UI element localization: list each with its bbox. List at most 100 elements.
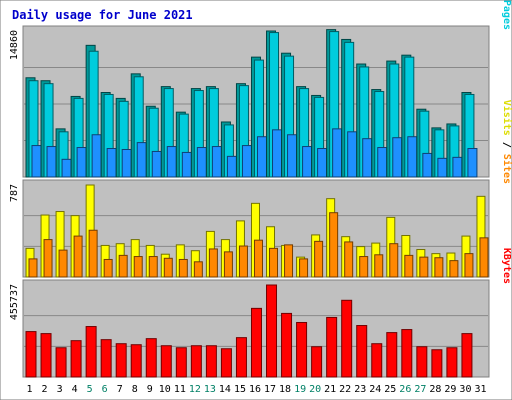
legend-separator: / bbox=[501, 136, 512, 154]
panel-visits-ymax-label: 787 bbox=[9, 184, 20, 202]
bar-kbytes-day-7 bbox=[115, 343, 127, 378]
bar-kbytes-day-11 bbox=[175, 347, 187, 378]
bar-sites-day-30 bbox=[464, 253, 474, 278]
bar-kbytes-day-17 bbox=[266, 284, 278, 378]
bar-files-day-26 bbox=[407, 136, 418, 178]
bar-sites-day-27 bbox=[419, 256, 429, 278]
x-tick-label-day-31: 31 bbox=[474, 384, 486, 395]
x-tick-label-day-2: 2 bbox=[42, 384, 48, 395]
bar-kbytes-day-10 bbox=[160, 345, 172, 378]
bar-sites-day-19 bbox=[299, 258, 309, 278]
panel-kbytes: 455737 KBytes bbox=[9, 248, 512, 378]
bar-sites-day-10 bbox=[163, 257, 173, 278]
bar-sites-day-9 bbox=[148, 256, 158, 278]
bar-sites-day-8 bbox=[133, 256, 143, 278]
bar-kbytes-day-3 bbox=[55, 347, 67, 378]
x-tick-label-day-10: 10 bbox=[159, 384, 171, 395]
x-tick-label-day-3: 3 bbox=[57, 384, 63, 395]
bar-files-day-6 bbox=[106, 148, 117, 178]
x-tick-label-day-7: 7 bbox=[117, 384, 123, 395]
x-tick-label-day-16: 16 bbox=[249, 384, 261, 395]
bar-sites-day-7 bbox=[118, 254, 128, 278]
x-tick-label-day-13: 13 bbox=[204, 384, 216, 395]
bar-files-day-28 bbox=[437, 157, 448, 178]
x-tick-label-day-23: 23 bbox=[354, 384, 366, 395]
bar-files-day-29 bbox=[452, 156, 463, 178]
panel-visits-legend: Visits / Sites bbox=[501, 100, 512, 184]
bar-kbytes-day-2 bbox=[40, 333, 52, 378]
bar-sites-day-12 bbox=[193, 261, 203, 278]
bar-kbytes-day-29 bbox=[446, 347, 458, 378]
bar-kbytes-day-21 bbox=[326, 316, 338, 378]
bar-kbytes-day-13 bbox=[205, 345, 217, 378]
panel-hits-ymax-label: 14860 bbox=[9, 30, 20, 60]
bar-files-day-25 bbox=[392, 137, 403, 178]
bar-sites-day-1 bbox=[28, 258, 38, 278]
bar-sites-day-14 bbox=[223, 251, 233, 278]
bar-kbytes-day-12 bbox=[190, 345, 202, 378]
panel-hits: 14860 Hits / Files / Pages bbox=[9, 0, 512, 178]
bar-sites-day-16 bbox=[253, 239, 263, 278]
bar-files-day-30 bbox=[467, 148, 478, 178]
panel-kbytes-legend: KBytes bbox=[501, 248, 512, 284]
bar-sites-day-26 bbox=[404, 254, 414, 278]
x-tick-label-day-18: 18 bbox=[279, 384, 291, 395]
x-tick-label-day-27: 27 bbox=[414, 384, 426, 395]
x-tick-label-day-25: 25 bbox=[384, 384, 396, 395]
bar-sites-day-4 bbox=[73, 235, 83, 278]
bar-sites-day-22 bbox=[344, 241, 354, 278]
bar-sites-day-23 bbox=[359, 256, 369, 278]
x-tick-label-day-21: 21 bbox=[324, 384, 336, 395]
bar-files-day-11 bbox=[181, 151, 192, 178]
x-tick-label-day-12: 12 bbox=[189, 384, 201, 395]
bar-files-day-12 bbox=[196, 147, 207, 178]
bar-kbytes-day-24 bbox=[371, 343, 383, 378]
panel-kbytes-ymax-label: 455737 bbox=[9, 284, 20, 320]
bar-sites-day-2 bbox=[43, 239, 53, 278]
bar-kbytes-day-8 bbox=[130, 344, 142, 378]
bar-kbytes-day-19 bbox=[296, 321, 308, 378]
bar-sites-day-5 bbox=[88, 229, 98, 278]
legend-pages: Pages bbox=[501, 0, 512, 30]
x-tick-label-day-6: 6 bbox=[102, 384, 108, 395]
bar-sites-day-31 bbox=[479, 237, 489, 278]
bar-files-day-24 bbox=[377, 147, 388, 178]
x-tick-label-day-4: 4 bbox=[72, 384, 78, 395]
bar-files-day-19 bbox=[302, 146, 313, 178]
x-tick-label-day-24: 24 bbox=[369, 384, 381, 395]
bar-sites-day-17 bbox=[269, 247, 279, 278]
bar-kbytes-day-9 bbox=[145, 338, 157, 378]
bar-kbytes-day-28 bbox=[431, 349, 443, 378]
bar-kbytes-day-16 bbox=[250, 307, 262, 378]
bar-kbytes-day-15 bbox=[235, 337, 247, 378]
legend-sites: Sites bbox=[501, 154, 512, 184]
x-tick-label-day-28: 28 bbox=[429, 384, 441, 395]
bar-files-day-8 bbox=[136, 142, 147, 178]
bar-kbytes-day-14 bbox=[220, 348, 232, 378]
bar-kbytes-day-5 bbox=[85, 326, 97, 378]
x-tick-label-day-15: 15 bbox=[234, 384, 246, 395]
legend-kbytes: KBytes bbox=[501, 248, 512, 284]
bar-sites-day-3 bbox=[58, 249, 68, 278]
bar-files-day-27 bbox=[422, 152, 433, 178]
bar-kbytes-day-20 bbox=[311, 346, 323, 378]
x-axis-day-labels: 1 2 3 4 5 6 7 8 9 10 11 12 13 14 15 16 17 18 19 20 21 22 23 24 2… bbox=[27, 384, 487, 395]
bar-files-day-3 bbox=[61, 158, 72, 178]
bar-kbytes-day-1 bbox=[25, 331, 37, 378]
legend-visits: Visits bbox=[501, 100, 512, 136]
bar-kbytes-day-27 bbox=[416, 346, 428, 378]
bar-kbytes-day-6 bbox=[100, 339, 112, 378]
x-tick-label-day-9: 9 bbox=[147, 384, 153, 395]
bar-sites-day-13 bbox=[208, 248, 218, 278]
bar-files-day-4 bbox=[76, 147, 87, 178]
bar-files-day-21 bbox=[332, 128, 343, 178]
bar-kbytes-day-26 bbox=[401, 329, 413, 378]
x-tick-label-day-17: 17 bbox=[264, 384, 276, 395]
x-tick-label-day-8: 8 bbox=[132, 384, 138, 395]
bar-files-day-15 bbox=[241, 145, 252, 178]
x-tick-label-day-5: 5 bbox=[87, 384, 93, 395]
x-tick-label-day-19: 19 bbox=[294, 384, 306, 395]
x-tick-label-day-1: 1 bbox=[27, 384, 33, 395]
bar-files-day-5 bbox=[91, 134, 102, 178]
bar-kbytes-day-23 bbox=[356, 325, 368, 378]
